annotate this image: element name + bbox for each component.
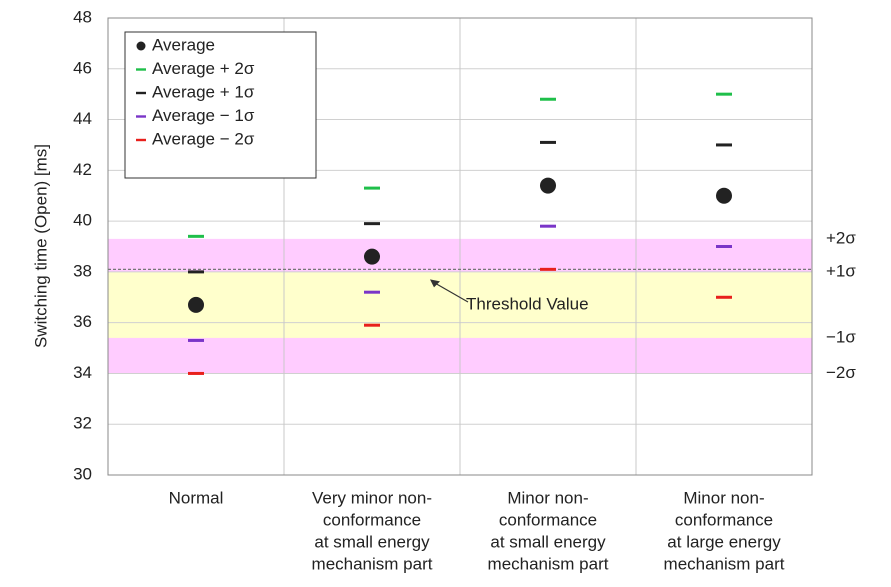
sigma-dash bbox=[716, 295, 732, 299]
legend-label: Average + 2σ bbox=[152, 59, 255, 78]
plot-frame bbox=[107, 17, 813, 476]
sigma-dash bbox=[540, 224, 556, 228]
y-tick-label: 34 bbox=[73, 363, 92, 382]
sigma-dash bbox=[188, 234, 204, 238]
sigma-dash bbox=[364, 323, 380, 327]
x-tick-label: conformance bbox=[675, 510, 773, 529]
sigma-dash bbox=[540, 267, 556, 271]
y-tick-label: 48 bbox=[73, 7, 92, 26]
y-tick-label: 38 bbox=[73, 261, 92, 280]
band-label: +1σ bbox=[826, 261, 856, 280]
band-label: −1σ bbox=[826, 327, 856, 346]
sigma-dash bbox=[188, 338, 204, 342]
y-tick-label: 46 bbox=[73, 58, 92, 77]
threshold-arrowhead bbox=[430, 279, 440, 288]
x-tick-label: at small energy bbox=[314, 532, 430, 551]
y-tick-label: 32 bbox=[73, 414, 92, 433]
x-tick-label: mechanism part bbox=[312, 554, 433, 573]
average-dot bbox=[716, 187, 732, 204]
x-tick-label: mechanism part bbox=[664, 554, 785, 573]
legend-label: Average bbox=[152, 35, 215, 54]
legend-label: Average + 1σ bbox=[152, 82, 255, 101]
y-axis-label: Switching time (Open) [ms] bbox=[31, 144, 50, 348]
sigma-dash bbox=[188, 371, 204, 375]
sigma-dash bbox=[364, 290, 380, 294]
y-tick-label: 36 bbox=[73, 312, 92, 331]
y-tick-label: 40 bbox=[73, 211, 92, 230]
y-tick-label: 30 bbox=[73, 464, 92, 483]
average-dot bbox=[540, 177, 556, 194]
y-tick-label: 44 bbox=[73, 109, 92, 128]
legend-marker bbox=[136, 138, 146, 142]
sigma-dash bbox=[716, 143, 732, 147]
x-tick-label: at small energy bbox=[490, 532, 606, 551]
legend-marker bbox=[136, 115, 146, 118]
band-label: +2σ bbox=[826, 228, 856, 247]
legend-label: Average − 2σ bbox=[152, 129, 255, 148]
x-tick-label: Minor non- bbox=[683, 488, 764, 507]
legend-box bbox=[124, 31, 317, 179]
sigma-dash bbox=[188, 270, 204, 274]
x-tick-label: Normal bbox=[169, 488, 224, 507]
sigma-dash bbox=[540, 140, 556, 144]
average-dot bbox=[364, 248, 380, 265]
threshold-arrow bbox=[431, 280, 469, 303]
sigma-dash bbox=[364, 186, 380, 190]
legend-marker bbox=[136, 41, 146, 51]
x-tick-label: at large energy bbox=[667, 532, 781, 551]
legend-label: Average − 1σ bbox=[152, 106, 255, 125]
x-tick-label: mechanism part bbox=[488, 554, 609, 573]
y-tick-label: 42 bbox=[73, 160, 92, 179]
sigma-dash bbox=[540, 97, 556, 101]
x-tick-label: conformance bbox=[499, 510, 597, 529]
legend-marker bbox=[136, 68, 146, 71]
x-tick-label: Minor non- bbox=[507, 488, 588, 507]
average-dot bbox=[188, 296, 204, 313]
x-tick-label: conformance bbox=[323, 510, 421, 529]
threshold-label: Threshold Value bbox=[466, 294, 589, 313]
sigma-dash bbox=[364, 222, 380, 226]
sigma-dash bbox=[716, 92, 732, 96]
sigma-dash bbox=[716, 245, 732, 248]
legend-marker bbox=[136, 91, 146, 95]
band-label: −2σ bbox=[826, 363, 856, 382]
x-tick-label: Very minor non- bbox=[312, 488, 432, 507]
